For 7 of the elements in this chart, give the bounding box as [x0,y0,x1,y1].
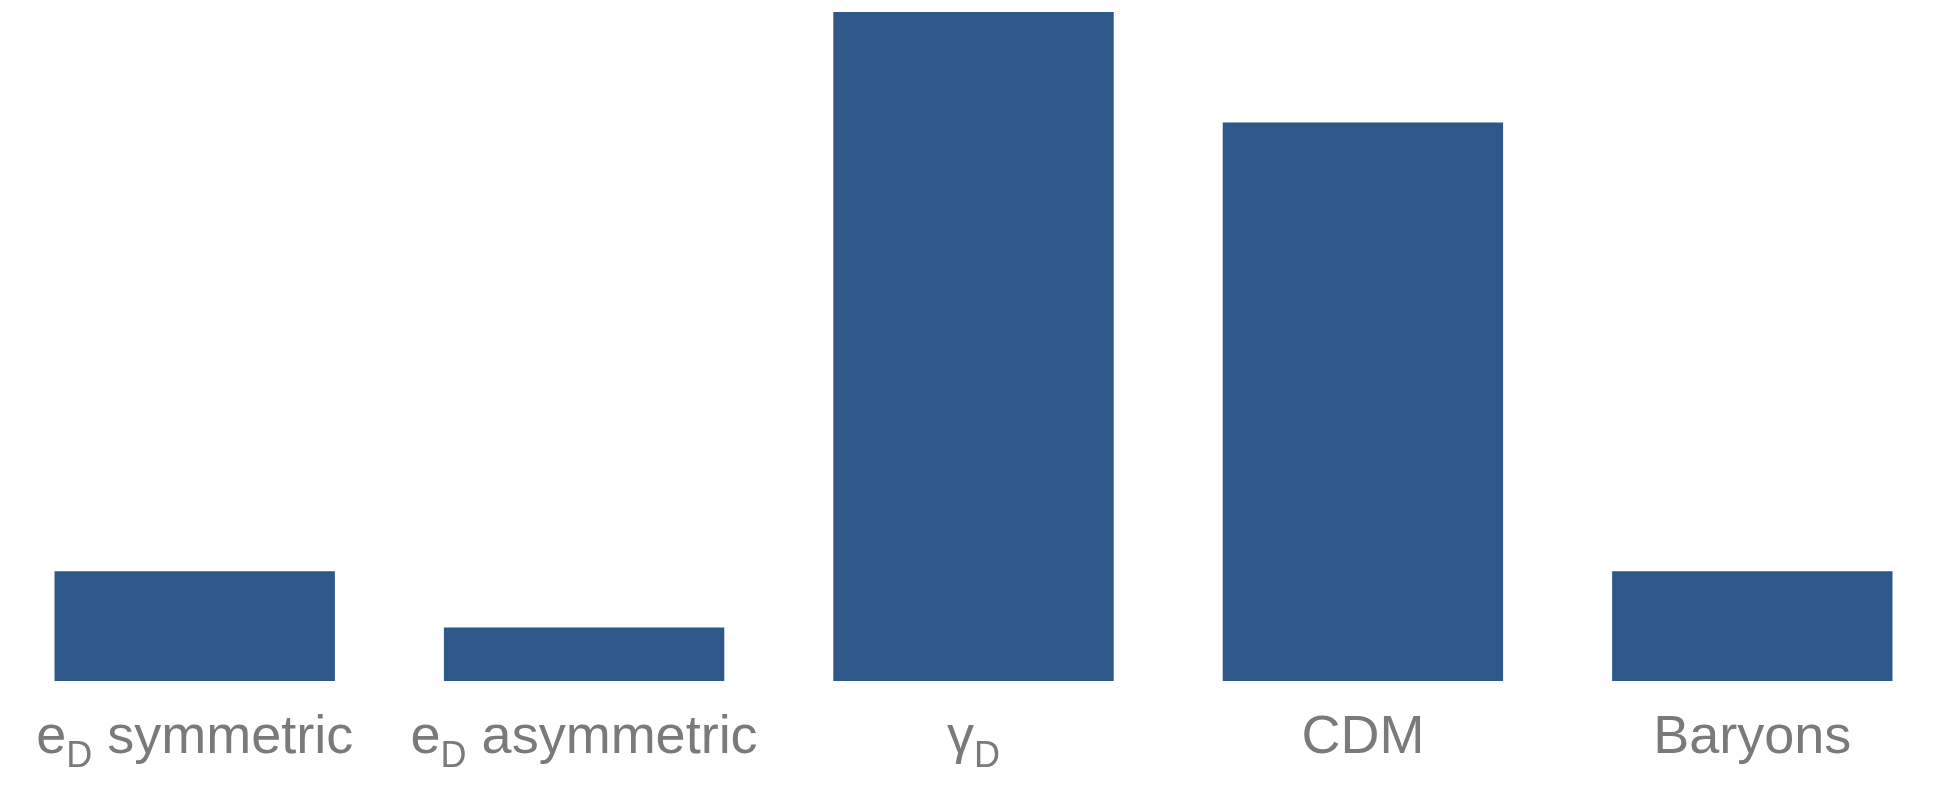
bar [833,12,1114,681]
x-tick-label: CDM [1301,704,1425,764]
bar [1222,122,1504,681]
bar [1612,571,1893,681]
x-tick-label: Baryons [1653,704,1852,764]
bar [54,571,335,681]
bar [443,627,725,681]
